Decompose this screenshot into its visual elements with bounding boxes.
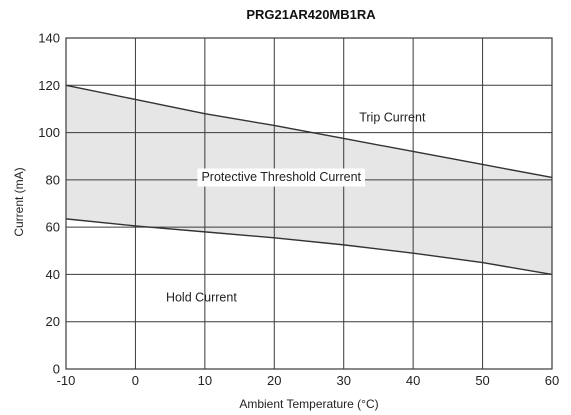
y-tick-label: 140 — [38, 31, 60, 46]
grid-layer — [65, 37, 553, 370]
y-tick-label: 40 — [46, 267, 60, 282]
x-tick-label: -10 — [57, 373, 76, 388]
series-layer — [65, 84, 553, 276]
annotation-layer: Trip Current Protective Threshold Current… — [166, 111, 426, 305]
y-tick-label: 0 — [53, 362, 60, 377]
y-tick-label: 120 — [38, 78, 60, 93]
annotation-backing — [197, 168, 366, 187]
plot-frame — [65, 37, 553, 370]
x-tick-label: 0 — [132, 373, 139, 388]
y-tick-label: 80 — [46, 172, 60, 187]
annotation-hold-current: Hold Current — [166, 290, 237, 304]
y-tick-label: 60 — [46, 220, 60, 235]
annotation-trip-current: Trip Current — [359, 111, 426, 125]
chart-title: PRG21AR420MB1RA — [246, 7, 376, 22]
x-tick-label: 10 — [198, 373, 212, 388]
series-line-hold-current — [65, 218, 553, 276]
y-axis-label: Current (mA) — [12, 167, 26, 236]
series-line-trip-current — [65, 84, 553, 179]
x-tick-label: 60 — [545, 373, 559, 388]
y-tick-label: 20 — [46, 314, 60, 329]
annotation-protective-threshold-current: Protective Threshold Current — [201, 170, 361, 184]
x-tick-label: 50 — [475, 373, 489, 388]
x-axis-label: Ambient Temperature (°C) — [239, 397, 378, 411]
x-tick-label: 40 — [406, 373, 420, 388]
x-tick-label: 20 — [267, 373, 281, 388]
x-tick-label: 30 — [336, 373, 350, 388]
y-tick-label: 100 — [38, 125, 60, 140]
